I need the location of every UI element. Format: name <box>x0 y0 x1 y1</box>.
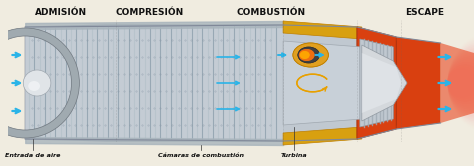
Polygon shape <box>440 43 474 123</box>
Ellipse shape <box>447 54 474 112</box>
Ellipse shape <box>447 52 474 114</box>
Polygon shape <box>283 127 362 145</box>
Ellipse shape <box>447 56 474 110</box>
Ellipse shape <box>293 43 328 67</box>
Polygon shape <box>360 39 393 127</box>
Polygon shape <box>283 41 362 125</box>
Text: Turbina: Turbina <box>281 153 308 158</box>
Ellipse shape <box>447 60 474 106</box>
Text: COMBUSTIÓN: COMBUSTIÓN <box>237 8 306 17</box>
Ellipse shape <box>299 49 315 61</box>
Text: ADMISIÓN: ADMISIÓN <box>35 8 87 17</box>
Ellipse shape <box>299 49 315 61</box>
Ellipse shape <box>298 47 319 63</box>
Ellipse shape <box>23 70 51 96</box>
Text: COMPRESIÓN: COMPRESIÓN <box>116 8 184 17</box>
Ellipse shape <box>300 51 310 59</box>
Polygon shape <box>25 25 396 141</box>
Polygon shape <box>362 53 401 113</box>
Polygon shape <box>25 25 283 141</box>
Ellipse shape <box>300 51 310 59</box>
Ellipse shape <box>298 47 319 63</box>
Ellipse shape <box>447 58 474 108</box>
Text: Cámaras de combustión: Cámaras de combustión <box>158 153 244 158</box>
Polygon shape <box>357 27 396 139</box>
Ellipse shape <box>447 64 474 102</box>
Ellipse shape <box>447 50 474 116</box>
Polygon shape <box>283 21 362 39</box>
Ellipse shape <box>447 42 474 124</box>
Polygon shape <box>362 45 407 121</box>
Ellipse shape <box>447 66 474 100</box>
Ellipse shape <box>447 68 474 98</box>
Ellipse shape <box>447 48 474 118</box>
Ellipse shape <box>447 62 474 104</box>
Polygon shape <box>396 37 440 129</box>
Ellipse shape <box>447 46 474 120</box>
Text: Entrada de aire: Entrada de aire <box>5 153 61 158</box>
Ellipse shape <box>293 43 328 67</box>
Ellipse shape <box>28 81 40 91</box>
Text: ESCAPE: ESCAPE <box>406 8 445 17</box>
Ellipse shape <box>447 44 474 122</box>
